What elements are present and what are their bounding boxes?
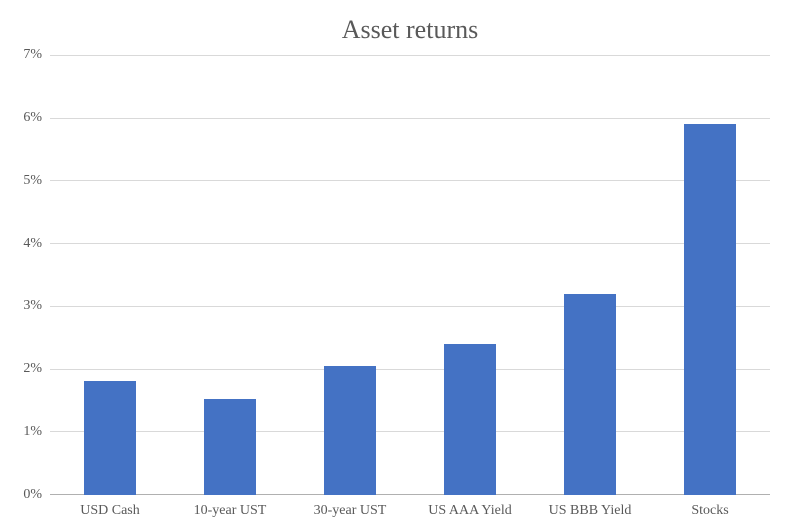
chart-container: Asset returns 0%1%2%3%4%5%6%7% USD Cash1… [0,0,800,524]
y-tick-label: 1% [23,424,42,440]
x-tick-label: 30-year UST [290,503,410,519]
y-tick-label: 3% [23,298,42,314]
bar [324,366,377,495]
x-tick-label: US AAA Yield [410,503,530,519]
bar-slot [530,55,650,495]
plot-area: 0%1%2%3%4%5%6%7% USD Cash10-year UST30-y… [50,55,770,495]
y-tick-label: 4% [23,236,42,252]
bar-slot [650,55,770,495]
x-tick-label: Stocks [650,503,770,519]
bar [684,124,737,495]
y-tick-label: 2% [23,361,42,377]
bar [564,294,617,495]
y-tick-label: 5% [23,173,42,189]
x-tick-label: 10-year UST [170,503,290,519]
bar [444,344,497,495]
y-tick-label: 6% [23,110,42,126]
bar-slot [170,55,290,495]
y-axis: 0%1%2%3%4%5%6%7% [10,55,50,495]
x-tick-label: USD Cash [50,503,170,519]
x-axis-labels: USD Cash10-year UST30-year USTUS AAA Yie… [50,503,770,519]
y-tick-label: 7% [23,47,42,63]
bar-slot [410,55,530,495]
bar [204,399,257,495]
chart-title: Asset returns [50,15,770,45]
bar-slot [290,55,410,495]
x-tick-label: US BBB Yield [530,503,650,519]
bars-area [50,55,770,495]
y-tick-label: 0% [23,487,42,503]
bar-slot [50,55,170,495]
bar [84,381,137,495]
